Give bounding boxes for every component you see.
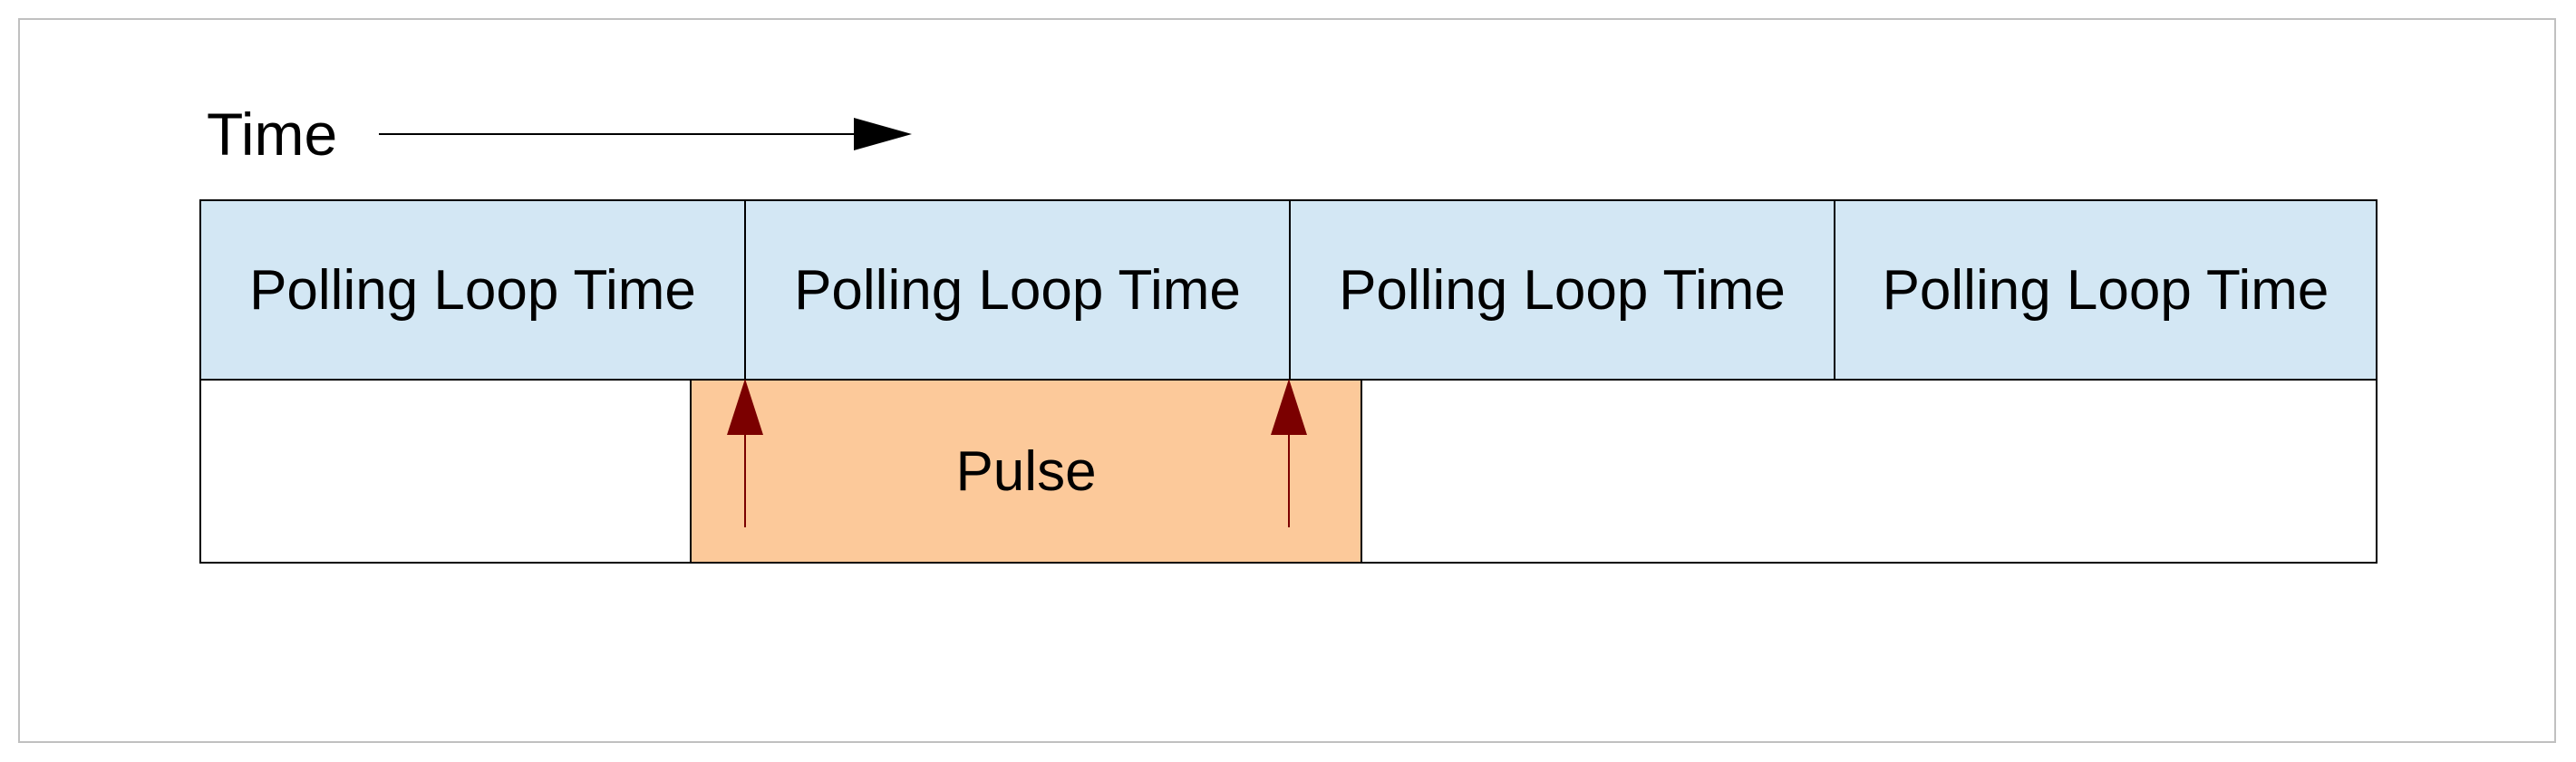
polling-loop-cell: Polling Loop Time [199, 199, 746, 381]
polling-loop-cell: Polling Loop Time [744, 199, 1291, 381]
arrow-up-icon [727, 379, 763, 527]
arrow-right-icon [379, 118, 912, 150]
time-label: Time [207, 101, 338, 168]
arrow-up-icon [1271, 379, 1307, 527]
polling-loop-cell: Polling Loop Time [1289, 199, 1835, 381]
pulse-box: Pulse [690, 379, 1362, 564]
polling-loop-cell: Polling Loop Time [1834, 199, 2377, 381]
